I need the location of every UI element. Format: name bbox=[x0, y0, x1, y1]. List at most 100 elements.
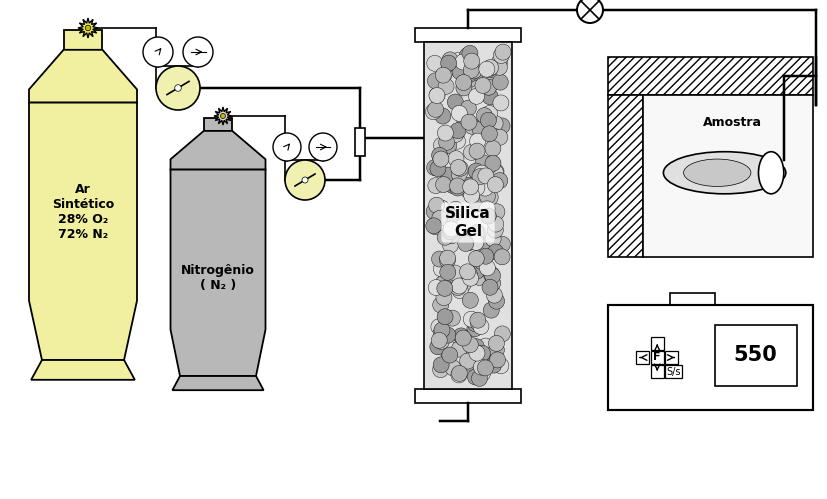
Circle shape bbox=[435, 67, 452, 83]
Circle shape bbox=[472, 169, 488, 185]
Circle shape bbox=[460, 355, 476, 371]
Circle shape bbox=[433, 333, 449, 349]
Circle shape bbox=[484, 266, 500, 282]
Circle shape bbox=[434, 322, 450, 338]
Circle shape bbox=[433, 362, 448, 378]
Bar bbox=[651, 365, 664, 378]
Circle shape bbox=[461, 100, 476, 116]
Circle shape bbox=[474, 165, 490, 181]
Polygon shape bbox=[214, 107, 232, 125]
Circle shape bbox=[455, 276, 471, 292]
Circle shape bbox=[482, 189, 498, 206]
Circle shape bbox=[431, 332, 447, 348]
Circle shape bbox=[437, 66, 452, 82]
Circle shape bbox=[426, 204, 442, 220]
Bar bbox=[670, 293, 715, 305]
Circle shape bbox=[487, 177, 504, 193]
Bar bbox=[651, 337, 664, 350]
Circle shape bbox=[435, 108, 451, 124]
Circle shape bbox=[462, 337, 478, 353]
Circle shape bbox=[480, 208, 496, 224]
Circle shape bbox=[433, 151, 449, 167]
Circle shape bbox=[488, 216, 504, 232]
Circle shape bbox=[482, 279, 498, 295]
Circle shape bbox=[463, 144, 480, 160]
Circle shape bbox=[470, 312, 485, 328]
Circle shape bbox=[480, 188, 495, 204]
Circle shape bbox=[467, 321, 483, 337]
Circle shape bbox=[485, 275, 500, 291]
Circle shape bbox=[428, 219, 443, 235]
Circle shape bbox=[468, 339, 485, 355]
Circle shape bbox=[470, 133, 485, 149]
Circle shape bbox=[489, 342, 504, 358]
Circle shape bbox=[450, 334, 466, 350]
Polygon shape bbox=[203, 118, 232, 131]
Circle shape bbox=[491, 59, 508, 75]
Circle shape bbox=[444, 228, 460, 244]
Circle shape bbox=[481, 77, 498, 93]
Circle shape bbox=[468, 163, 484, 179]
Circle shape bbox=[488, 244, 504, 260]
Circle shape bbox=[480, 260, 495, 276]
Circle shape bbox=[428, 197, 445, 213]
Circle shape bbox=[437, 125, 453, 141]
Circle shape bbox=[431, 319, 447, 335]
Circle shape bbox=[473, 359, 490, 375]
Polygon shape bbox=[170, 131, 265, 170]
Circle shape bbox=[452, 278, 467, 294]
Circle shape bbox=[437, 272, 454, 288]
Circle shape bbox=[436, 177, 452, 193]
Circle shape bbox=[449, 335, 465, 351]
Circle shape bbox=[469, 225, 485, 241]
Circle shape bbox=[469, 345, 485, 361]
Circle shape bbox=[492, 173, 508, 189]
Circle shape bbox=[452, 64, 468, 80]
Circle shape bbox=[441, 138, 457, 154]
Circle shape bbox=[471, 315, 486, 331]
Circle shape bbox=[491, 54, 508, 70]
Circle shape bbox=[429, 87, 445, 103]
Text: Silica
Gel: Silica Gel bbox=[445, 207, 491, 239]
Circle shape bbox=[273, 133, 301, 161]
Circle shape bbox=[430, 339, 446, 355]
Circle shape bbox=[494, 249, 510, 265]
Circle shape bbox=[433, 325, 449, 341]
Bar bbox=[643, 95, 813, 257]
Bar bbox=[608, 305, 813, 410]
Circle shape bbox=[309, 133, 337, 161]
Circle shape bbox=[488, 164, 504, 180]
Circle shape bbox=[489, 335, 504, 351]
Circle shape bbox=[429, 87, 445, 103]
Text: 550: 550 bbox=[734, 345, 777, 365]
Circle shape bbox=[441, 347, 457, 363]
Circle shape bbox=[445, 178, 461, 194]
Circle shape bbox=[485, 156, 500, 172]
Circle shape bbox=[487, 222, 504, 238]
Bar bbox=[415, 28, 521, 42]
Bar bbox=[415, 389, 521, 403]
Circle shape bbox=[428, 73, 443, 89]
Circle shape bbox=[452, 160, 468, 176]
Circle shape bbox=[443, 221, 459, 237]
Text: Nitrogênio
( N₂ ): Nitrogênio ( N₂ ) bbox=[181, 264, 255, 292]
Circle shape bbox=[433, 297, 449, 313]
Circle shape bbox=[466, 63, 482, 79]
Circle shape bbox=[462, 292, 478, 308]
Circle shape bbox=[463, 311, 480, 327]
Circle shape bbox=[174, 85, 181, 91]
Circle shape bbox=[492, 129, 508, 145]
Circle shape bbox=[577, 0, 603, 23]
Circle shape bbox=[428, 279, 444, 295]
Circle shape bbox=[461, 266, 477, 282]
Circle shape bbox=[475, 155, 491, 171]
Circle shape bbox=[470, 85, 485, 101]
Ellipse shape bbox=[758, 152, 784, 194]
Circle shape bbox=[302, 177, 308, 183]
Polygon shape bbox=[172, 376, 264, 390]
Circle shape bbox=[452, 341, 467, 357]
Circle shape bbox=[457, 114, 473, 130]
Text: F: F bbox=[653, 352, 661, 362]
Circle shape bbox=[493, 47, 509, 63]
Circle shape bbox=[433, 261, 449, 277]
